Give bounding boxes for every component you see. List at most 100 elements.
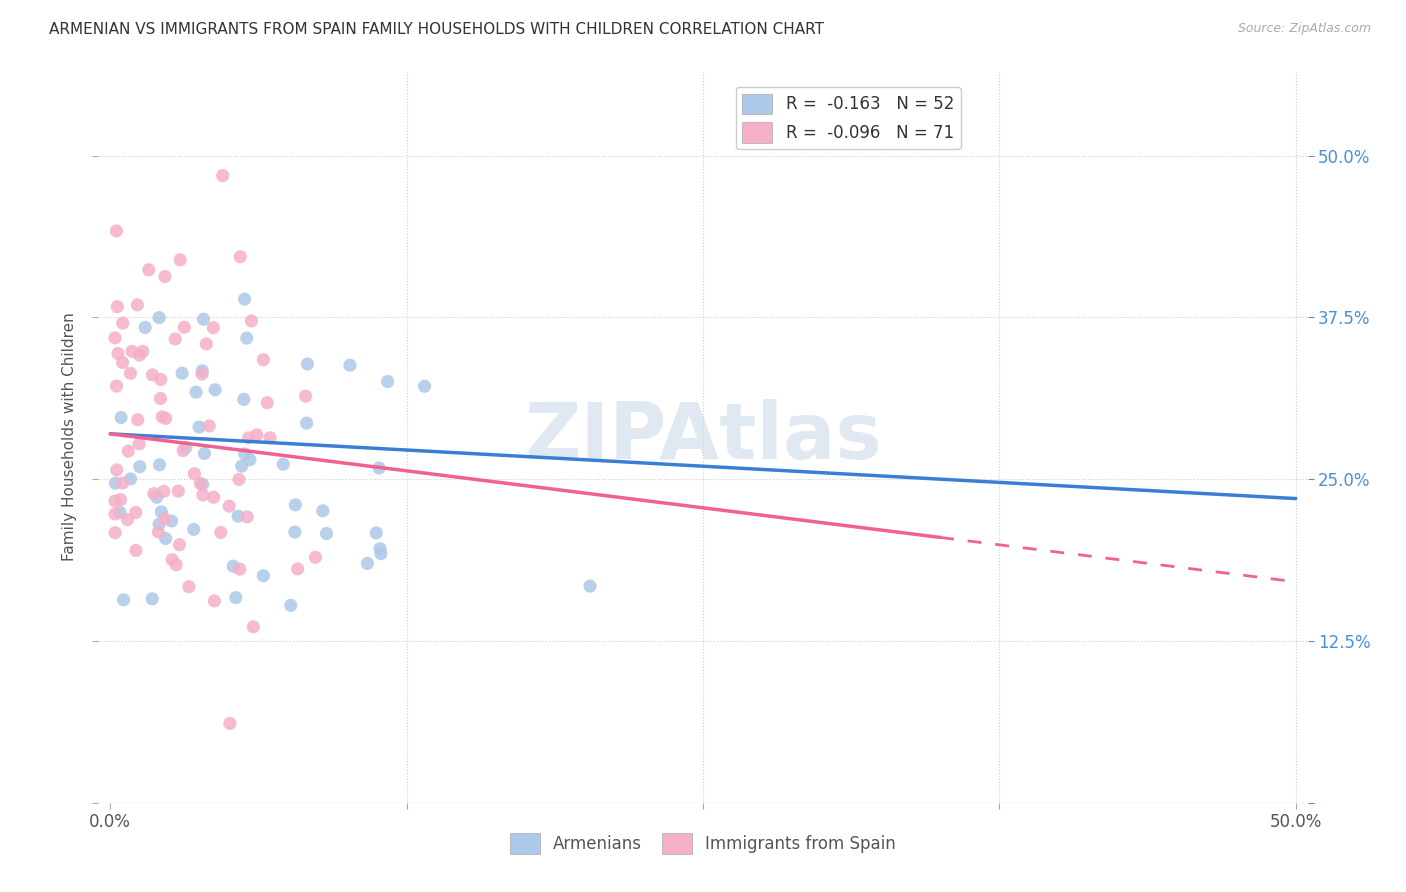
Point — [295, 416, 318, 430]
Point — [148, 458, 170, 472]
Point — [297, 357, 319, 371]
Point — [211, 169, 233, 183]
Point — [287, 562, 309, 576]
Point — [228, 472, 250, 486]
Point — [125, 543, 148, 558]
Point — [191, 477, 214, 491]
Point — [104, 525, 127, 540]
Text: ZIPAtlas: ZIPAtlas — [524, 399, 882, 475]
Point — [148, 516, 170, 531]
Point — [149, 372, 172, 386]
Point — [104, 507, 127, 521]
Point — [232, 392, 254, 407]
Point — [368, 461, 391, 475]
Point — [188, 476, 211, 491]
Point — [184, 385, 207, 400]
Text: ARMENIAN VS IMMIGRANTS FROM SPAIN FAMILY HOUSEHOLDS WITH CHILDREN CORRELATION CH: ARMENIAN VS IMMIGRANTS FROM SPAIN FAMILY… — [49, 22, 824, 37]
Point — [146, 490, 169, 504]
Point — [202, 594, 225, 608]
Point — [110, 410, 132, 425]
Point — [284, 498, 307, 512]
Point — [193, 312, 215, 326]
Legend: Armenians, Immigrants from Spain: Armenians, Immigrants from Spain — [503, 827, 903, 860]
Point — [111, 355, 134, 369]
Point — [165, 332, 187, 346]
Point — [236, 509, 259, 524]
Point — [150, 409, 173, 424]
Point — [173, 320, 195, 334]
Point — [160, 514, 183, 528]
Y-axis label: Family Households with Children: Family Households with Children — [62, 313, 77, 561]
Point — [183, 522, 205, 536]
Point — [202, 320, 225, 334]
Point — [177, 580, 200, 594]
Point — [204, 383, 226, 397]
Point — [153, 512, 176, 526]
Point — [304, 550, 326, 565]
Point — [112, 592, 135, 607]
Point — [132, 344, 155, 359]
Point — [252, 352, 274, 367]
Point — [191, 488, 214, 502]
Point — [219, 716, 242, 731]
Point — [370, 547, 392, 561]
Point — [209, 525, 232, 540]
Point — [231, 459, 253, 474]
Point — [226, 509, 249, 524]
Point — [125, 506, 148, 520]
Point — [167, 484, 190, 499]
Point — [377, 375, 399, 389]
Point — [339, 358, 361, 372]
Point — [233, 447, 256, 461]
Point — [141, 591, 163, 606]
Point — [169, 538, 191, 552]
Point — [191, 367, 214, 381]
Point — [127, 298, 149, 312]
Point — [239, 452, 262, 467]
Point — [294, 389, 316, 403]
Point — [105, 463, 128, 477]
Point — [170, 366, 193, 380]
Point — [111, 476, 134, 491]
Point — [183, 467, 205, 481]
Point — [356, 557, 378, 571]
Point — [242, 620, 264, 634]
Point — [121, 344, 143, 359]
Point — [108, 506, 131, 520]
Point — [271, 457, 294, 471]
Point — [117, 444, 139, 458]
Point — [413, 379, 436, 393]
Point — [153, 484, 176, 499]
Point — [222, 559, 245, 574]
Point — [172, 443, 194, 458]
Point — [202, 490, 225, 504]
Point — [259, 431, 281, 445]
Point — [366, 525, 388, 540]
Point — [128, 459, 150, 474]
Point — [233, 292, 256, 306]
Point — [169, 252, 191, 267]
Point — [579, 579, 602, 593]
Point — [155, 532, 177, 546]
Point — [174, 441, 197, 455]
Point — [155, 411, 177, 425]
Point — [246, 427, 269, 442]
Point — [120, 472, 142, 486]
Point — [149, 392, 172, 406]
Point — [111, 316, 134, 330]
Point — [284, 525, 307, 540]
Point — [120, 366, 142, 380]
Point — [105, 300, 128, 314]
Point — [128, 437, 150, 451]
Point — [218, 499, 240, 513]
Point — [195, 337, 218, 351]
Point — [198, 419, 221, 434]
Point — [142, 486, 165, 500]
Point — [229, 250, 252, 264]
Point — [256, 395, 278, 409]
Point — [104, 476, 127, 491]
Point — [141, 368, 163, 382]
Point — [117, 512, 139, 526]
Point — [368, 541, 391, 556]
Point — [105, 224, 128, 238]
